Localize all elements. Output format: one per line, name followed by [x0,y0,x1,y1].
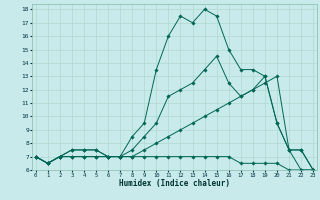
X-axis label: Humidex (Indice chaleur): Humidex (Indice chaleur) [119,179,230,188]
